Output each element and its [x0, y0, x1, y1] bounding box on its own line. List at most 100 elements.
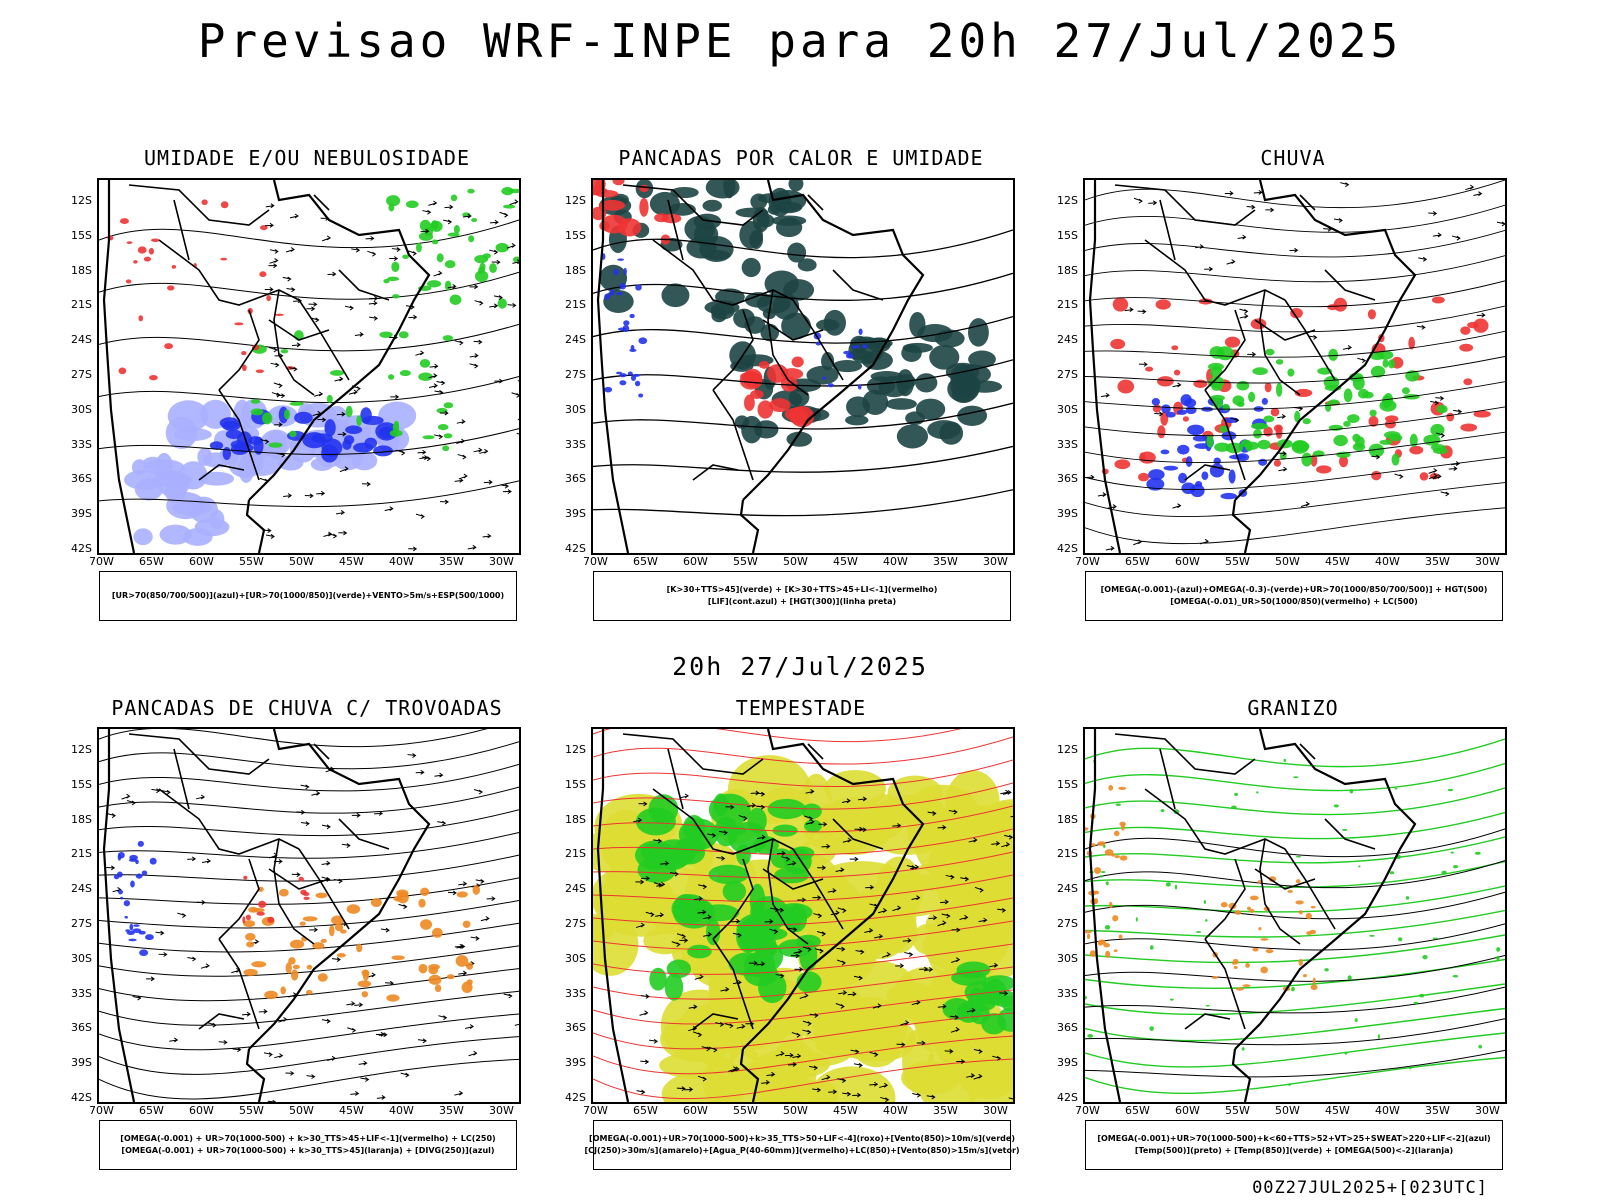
wind-vector: [776, 850, 786, 856]
wind-vector: [937, 825, 947, 830]
field-shade: [1441, 870, 1447, 875]
field-shade: [241, 364, 247, 372]
wind-vector: [817, 865, 827, 871]
wind-vector: [285, 247, 295, 253]
field-shade: [1379, 439, 1393, 445]
field-shade: [741, 257, 761, 278]
wind-vector: [385, 980, 394, 986]
wind-vector: [950, 1014, 959, 1020]
forecast-map: [591, 727, 1015, 1104]
field-shade: [1185, 456, 1193, 467]
wind-vector: [346, 1001, 356, 1006]
latitude-label: 33S: [1057, 986, 1078, 1000]
field-shade: [1160, 449, 1170, 455]
wind-vector: [483, 479, 493, 485]
field-shade: [805, 1081, 839, 1102]
legend-caption-line: [OMEGA(-0.001)+UR>70(1000-500)+k<60+TTS>…: [1097, 1134, 1491, 1143]
latitude-label: 33S: [71, 986, 92, 1000]
field-shade: [315, 892, 328, 899]
wind-vector: [288, 366, 298, 372]
field-shade: [449, 294, 462, 305]
wind-vector: [1428, 468, 1438, 474]
wind-vector: [1107, 504, 1117, 510]
legend-caption-line: [OMEGA(-0.001) + UR>70(1000-500) + k>30_…: [121, 1146, 495, 1155]
field-shade: [857, 384, 862, 390]
field-shade: [661, 1071, 744, 1102]
wind-vector: [756, 961, 766, 967]
wind-vector: [1436, 432, 1446, 438]
field-shade: [832, 359, 863, 373]
wind-vector: [468, 1050, 478, 1057]
field-shade: [164, 480, 187, 503]
field-shade: [1245, 963, 1250, 968]
wind-vector: [276, 452, 286, 458]
field-shade: [1112, 915, 1119, 922]
contour-line: [1085, 828, 1505, 858]
field-shade: [264, 990, 278, 1000]
field-shade: [415, 242, 422, 253]
wind-vector: [836, 959, 846, 966]
field-shade: [661, 213, 682, 224]
wind-vector: [467, 544, 477, 550]
wind-vector: [968, 837, 978, 843]
field-shade: [1389, 871, 1395, 875]
latitude-label: 39S: [71, 1056, 92, 1070]
contour-line: [593, 736, 1013, 765]
field-shade: [305, 989, 313, 995]
country-borders: [1114, 184, 1376, 481]
wind-vector: [838, 990, 848, 995]
field-shade: [1496, 955, 1500, 961]
field-shade: [135, 859, 139, 865]
legend-caption-line: [CJ(250)>30m/s](amarelo)+[Agua_P(40-60mm…: [584, 1146, 1020, 1155]
contour-line: [1085, 1056, 1505, 1095]
latitude-label: 18S: [71, 812, 92, 826]
wind-vector: [1432, 232, 1442, 238]
wind-vector: [479, 448, 489, 454]
forecast-map: [591, 178, 1015, 555]
field-shade: [329, 369, 345, 376]
field-shade: [850, 1017, 917, 1062]
longitude-label: 50W: [783, 1104, 808, 1117]
field-shade: [386, 994, 400, 1002]
longitude-label: 55W: [733, 1104, 758, 1117]
wind-vector: [750, 790, 760, 796]
field-shade: [289, 939, 305, 949]
field-shade: [749, 883, 766, 917]
coastline: [102, 180, 431, 553]
wind-vector: [693, 1031, 703, 1038]
longitude-label: 60W: [189, 555, 214, 568]
field-shade: [639, 197, 649, 217]
wind-vector: [940, 899, 949, 905]
wind-vector: [321, 1018, 331, 1024]
wind-vector: [698, 884, 708, 890]
wind-vector: [852, 1092, 862, 1098]
longitude-label: 45W: [833, 555, 858, 568]
field-shade: [638, 393, 644, 398]
wind-vector: [417, 449, 427, 455]
field-shade: [1265, 949, 1274, 954]
field-shade: [623, 320, 630, 326]
field-shade: [629, 348, 637, 352]
latitude-label: 24S: [565, 333, 586, 347]
wind-vector: [132, 995, 142, 1001]
wind-vector: [761, 1079, 771, 1085]
field-shade: [124, 915, 128, 919]
field-shade: [710, 302, 735, 320]
field-shade: [391, 955, 405, 960]
wind-vector: [945, 874, 955, 880]
field-shade: [1275, 359, 1284, 365]
field-shade: [446, 974, 455, 980]
wind-vector: [747, 802, 757, 808]
field-shade: [756, 213, 775, 228]
wind-vector: [1148, 200, 1158, 206]
field-shade: [362, 415, 384, 426]
wind-vector: [1247, 351, 1257, 357]
wind-vector: [456, 438, 466, 445]
longitude-label: 30W: [489, 555, 514, 568]
wind-vector: [1289, 247, 1299, 253]
wind-vector: [1246, 204, 1256, 210]
latitude-label: 39S: [1057, 1056, 1078, 1070]
field-shade: [766, 364, 789, 383]
latitude-label: 27S: [565, 917, 586, 930]
wind-vector: [703, 932, 713, 937]
